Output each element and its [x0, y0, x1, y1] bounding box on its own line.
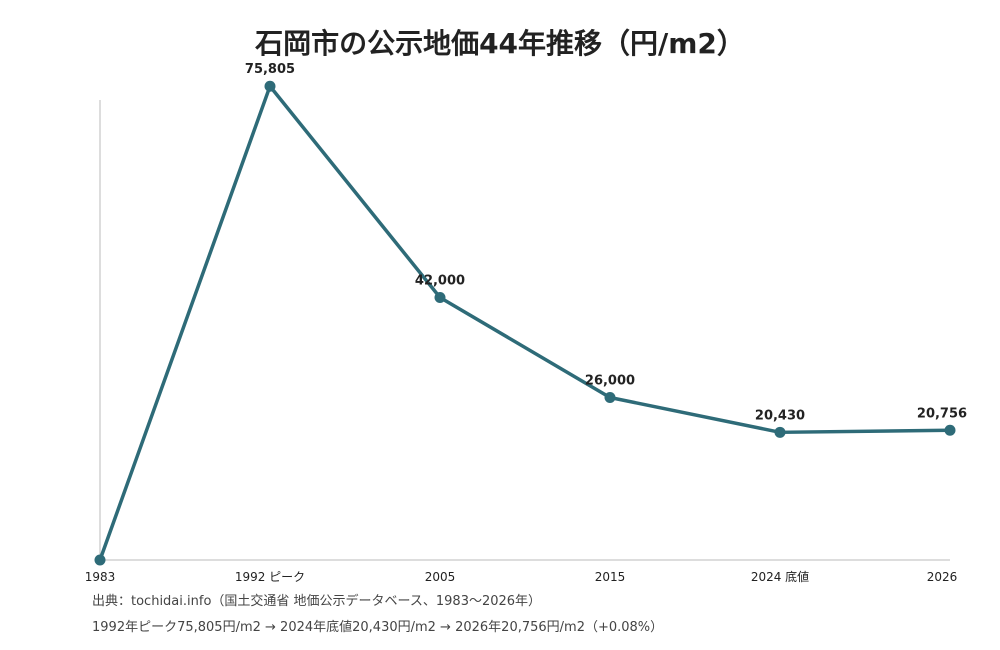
- data-label: 42,000: [415, 274, 465, 289]
- x-tick-label: 2015: [595, 570, 626, 584]
- summary-note: 1992年ピーク75,805円/m2 → 2024年底値20,430円/m2 →…: [92, 620, 664, 635]
- data-label: 75,805: [245, 62, 295, 77]
- data-point: [944, 424, 956, 436]
- series-line: [98, 84, 951, 561]
- chart-title: 石岡市の公示地価44年推移（円/m2）: [255, 27, 745, 60]
- x-tick-label: 1992 ピーク: [235, 570, 305, 584]
- data-point: [604, 392, 616, 403]
- data-point: [264, 80, 276, 92]
- series-group: 1983 75,805 1992 ピーク 42,000 2005 26,000 2015 20…: [85, 62, 967, 584]
- data-point: [94, 554, 106, 566]
- data-label: 20,756: [917, 406, 967, 421]
- data-point: [774, 426, 786, 438]
- source-note: 出典：tochidai.info（国土交通省 地価公示データベース、1983〜2…: [92, 594, 542, 609]
- x-tick-label: 2005: [425, 570, 456, 584]
- x-tick-label: 2024 底値: [751, 569, 809, 584]
- data-label: 20,430: [755, 408, 805, 423]
- x-tick-label: 2026: [927, 570, 958, 584]
- data-point: [434, 292, 446, 303]
- data-label: 26,000: [585, 374, 635, 389]
- x-tick-label: 1983: [85, 570, 116, 584]
